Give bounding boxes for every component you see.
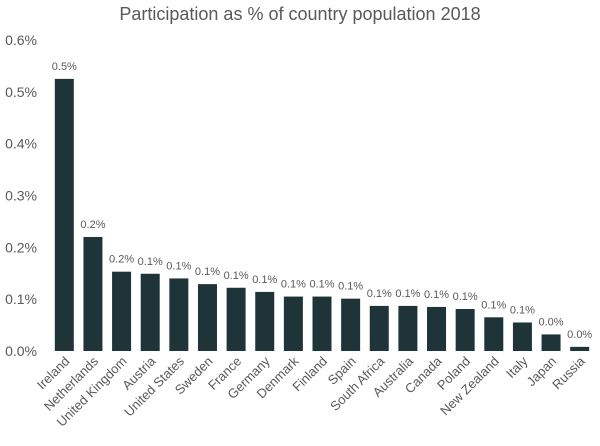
- y-tick-label: 0.2%: [5, 239, 37, 255]
- bar: [83, 236, 103, 351]
- y-tick-label: 0.4%: [5, 136, 37, 152]
- bar: [255, 291, 275, 351]
- bars: [54, 78, 590, 351]
- data-label: 0.1%: [424, 289, 449, 301]
- data-label: 0.2%: [109, 254, 134, 266]
- data-label: 0.5%: [52, 61, 77, 73]
- data-label: 0.2%: [80, 219, 105, 231]
- data-label: 0.1%: [453, 291, 478, 303]
- bar: [54, 78, 74, 351]
- chart-title: Participation as % of country population…: [119, 4, 480, 24]
- bar: [369, 305, 389, 351]
- bar: [226, 287, 246, 351]
- data-label: 0.1%: [481, 299, 506, 311]
- bar: [512, 322, 532, 351]
- bar: [484, 317, 504, 351]
- y-tick-label: 0.3%: [5, 188, 37, 204]
- bar: [312, 296, 332, 351]
- y-tick-label: 0.1%: [5, 291, 37, 307]
- data-label: 0.0%: [539, 316, 564, 328]
- data-label: 0.1%: [338, 281, 363, 293]
- bar: [112, 271, 132, 351]
- y-tick-label: 0.0%: [5, 343, 37, 359]
- data-label: 0.1%: [224, 270, 249, 282]
- y-axis: 0.0% 0.1% 0.2% 0.3% 0.4% 0.5% 0.6%: [5, 32, 37, 359]
- bar: [197, 284, 217, 351]
- data-label: 0.1%: [138, 256, 163, 268]
- y-tick-label: 0.5%: [5, 84, 37, 100]
- bar: [140, 273, 160, 351]
- data-label: 0.1%: [166, 260, 191, 272]
- data-label: 0.1%: [281, 279, 306, 291]
- bar: [541, 334, 561, 351]
- data-label: 0.1%: [510, 304, 535, 316]
- y-tick-label: 0.6%: [5, 32, 37, 48]
- bar: [398, 305, 418, 351]
- bar: [283, 296, 303, 351]
- bar: [455, 309, 475, 351]
- data-label: 0.1%: [309, 279, 334, 291]
- bar: [570, 346, 590, 351]
- data-label: 0.1%: [252, 274, 277, 286]
- x-tick-label: Russia: [549, 353, 588, 392]
- bar: [427, 306, 447, 351]
- data-label: 0.1%: [395, 288, 420, 300]
- bar: [341, 298, 361, 351]
- data-label: 0.1%: [195, 266, 220, 278]
- data-label: 0.1%: [367, 288, 392, 300]
- bar: [169, 278, 189, 351]
- data-label: 0.0%: [567, 329, 592, 341]
- data-labels: 0.5%0.2%0.2% 0.1% 0.1% 0.1% 0.1% 0.1% 0.1% 0.1%…: [52, 61, 593, 341]
